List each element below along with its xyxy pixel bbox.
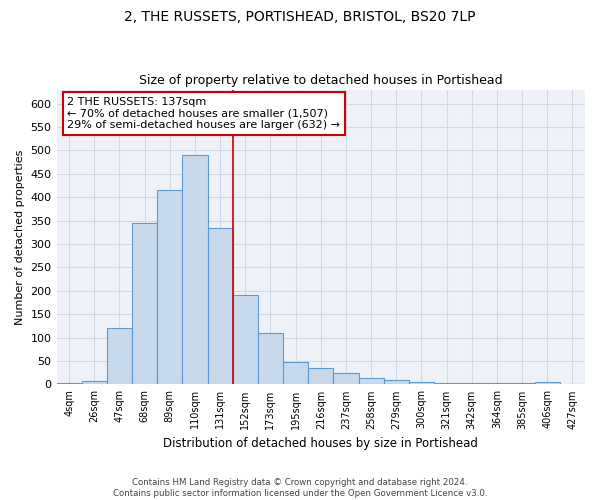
- Y-axis label: Number of detached properties: Number of detached properties: [15, 150, 25, 324]
- Bar: [334, 372, 359, 384]
- Bar: [258, 333, 283, 384]
- Bar: [459, 382, 484, 384]
- Bar: [383, 380, 409, 384]
- Bar: [157, 190, 182, 384]
- Bar: [107, 328, 132, 384]
- Bar: [283, 362, 308, 384]
- Bar: [182, 155, 208, 384]
- Text: 2 THE RUSSETS: 137sqm
← 70% of detached houses are smaller (1,507)
29% of semi-d: 2 THE RUSSETS: 137sqm ← 70% of detached …: [67, 97, 340, 130]
- Bar: [409, 382, 434, 384]
- Text: Contains HM Land Registry data © Crown copyright and database right 2024.
Contai: Contains HM Land Registry data © Crown c…: [113, 478, 487, 498]
- X-axis label: Distribution of detached houses by size in Portishead: Distribution of detached houses by size …: [163, 437, 478, 450]
- Bar: [56, 382, 82, 384]
- Bar: [208, 228, 233, 384]
- Text: 2, THE RUSSETS, PORTISHEAD, BRISTOL, BS20 7LP: 2, THE RUSSETS, PORTISHEAD, BRISTOL, BS2…: [124, 10, 476, 24]
- Bar: [359, 378, 383, 384]
- Bar: [308, 368, 334, 384]
- Bar: [233, 294, 258, 384]
- Bar: [535, 382, 560, 384]
- Title: Size of property relative to detached houses in Portishead: Size of property relative to detached ho…: [139, 74, 503, 87]
- Bar: [132, 223, 157, 384]
- Bar: [82, 381, 107, 384]
